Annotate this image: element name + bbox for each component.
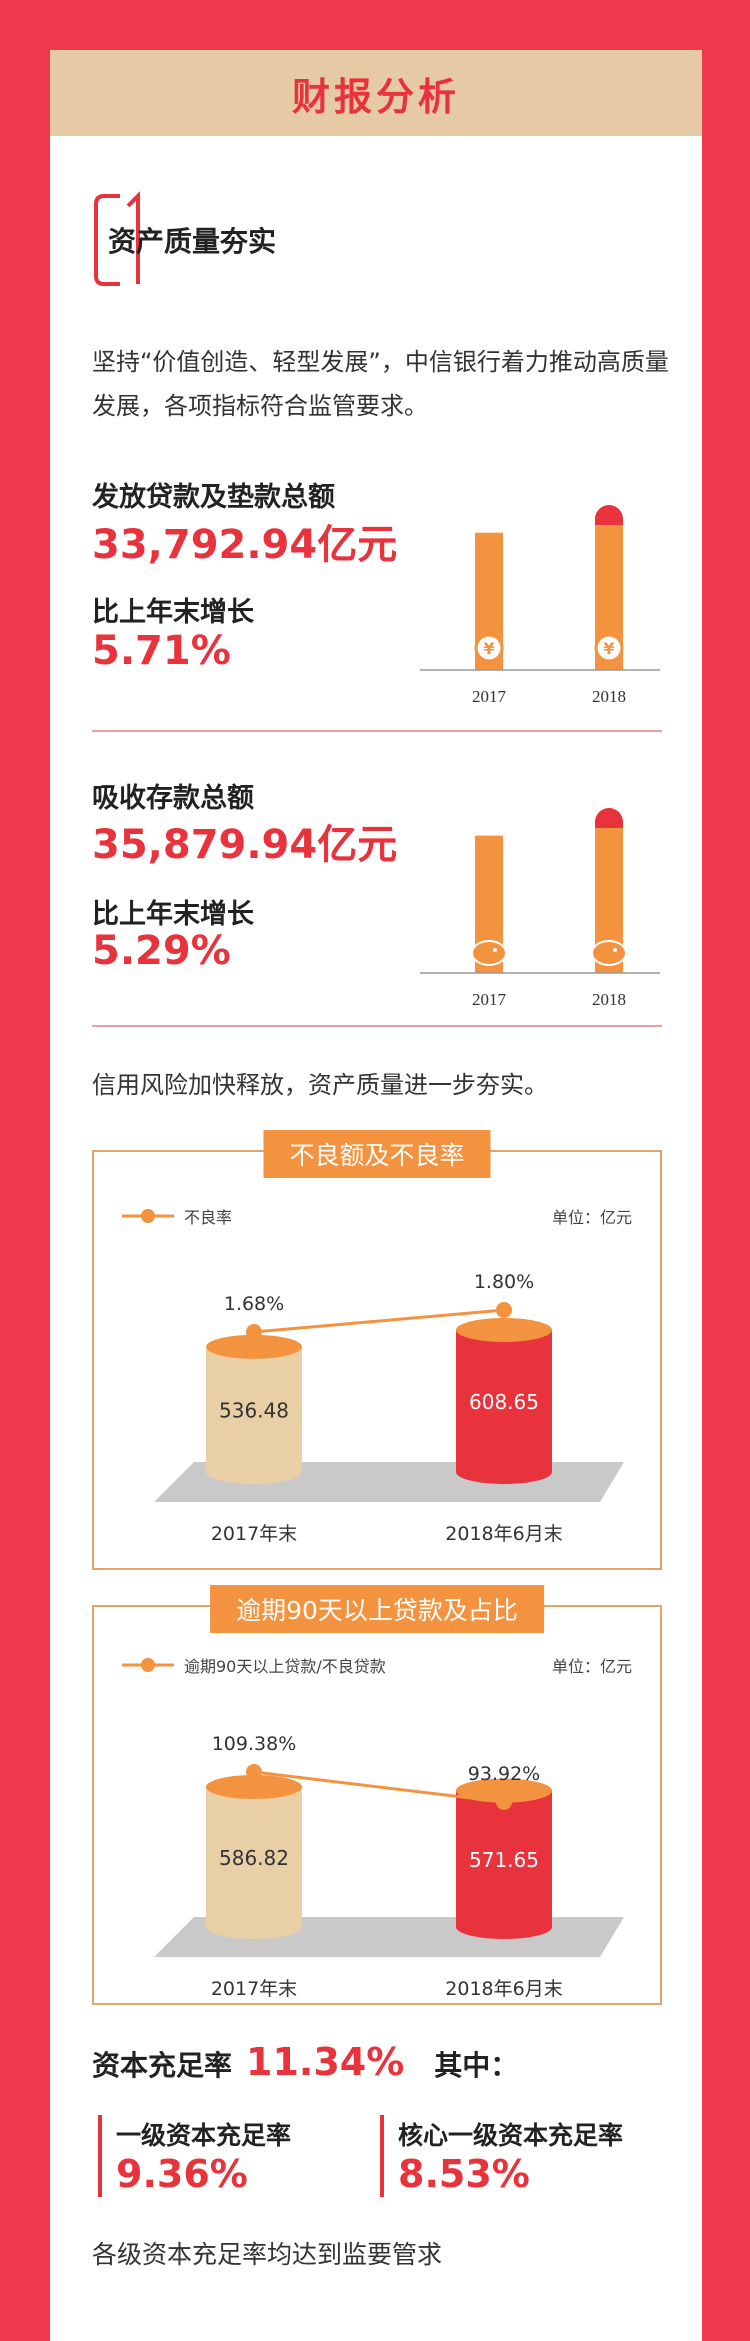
tier1-value: 9.36% — [116, 2152, 248, 2196]
yen-coin-icon — [474, 633, 504, 663]
tick-label: 2018 — [592, 687, 626, 705]
capital-note: 各级资本充足率均达到监要管求 — [92, 2240, 443, 2269]
capital-value: 11.34% — [246, 2040, 405, 2084]
cylinder-top — [456, 1778, 552, 1803]
cylinder-bottom — [206, 1460, 302, 1484]
tick-label: 2018年6月末 — [445, 1978, 562, 2000]
tier1-bar — [98, 2115, 102, 2197]
loans-value: 33,792.94亿元 — [92, 522, 398, 568]
core-value: 8.53% — [398, 2152, 530, 2196]
cylinder-bottom — [456, 1915, 552, 1939]
section-title: 资产质量夯实 — [108, 225, 277, 258]
piggy-bank-icon — [471, 940, 507, 966]
rate-point — [246, 1764, 262, 1780]
overdue-unit: 单位：亿元 — [551, 1657, 632, 1676]
rate-point — [246, 1324, 262, 1340]
overdue-legend-label: 逾期90天以上贷款/不良贷款 — [184, 1657, 386, 1676]
tick-label: 2017年末 — [211, 1978, 297, 2000]
overdue-panel-tag: 逾期90天以上贷款及占比 — [210, 1585, 544, 1633]
yen-coin-icon — [594, 633, 624, 663]
bar-cap — [595, 505, 623, 525]
divider — [92, 1025, 662, 1027]
loans-growth-value: 5.71% — [92, 628, 231, 674]
deposits-value: 35,879.94亿元 — [92, 822, 398, 868]
loans-growth-label: 比上年末增长 — [92, 597, 254, 628]
yen-coin-icon: ¥ — [603, 639, 614, 658]
overdue-chart: 586.82 2017年末 571.65 2018年6月末 109.38% 93.92% — [154, 1733, 624, 2000]
tick-label: 2017 — [472, 687, 507, 705]
deposits-label: 吸收存款总额 — [92, 783, 254, 814]
legend-line-icon — [122, 1658, 174, 1672]
tick-label: 2017 — [472, 990, 507, 1008]
cylinder-body — [206, 1787, 302, 1927]
piggy-bank-icon — [493, 948, 497, 952]
core-bar — [380, 2115, 384, 2197]
yen-coin-icon: ¥ — [483, 639, 494, 658]
report-card: 财报分析 资产质量夯实 坚持“价值创造、轻型发展”，中信银行着力推动高质量发展，… — [50, 50, 702, 2341]
divider — [92, 730, 662, 732]
npl-panel: 不良额及不良率 不良率 单位：亿元 536.48 2017年末 608.65 2018… — [92, 1130, 662, 1570]
intro-paragraph: 坚持“价值创造、轻型发展”，中信银行着力推动高质量发展，各项指标符合监管要求。 — [92, 348, 669, 420]
loans-mini-chart: ¥2017 ¥2018 — [420, 505, 660, 705]
title-bar: 财报分析 — [50, 50, 702, 136]
cylinder-body — [206, 1346, 302, 1472]
capital-row: 资本充足率 11.34% 其中： — [92, 2040, 518, 2084]
cylinder-bottom — [206, 1915, 302, 1939]
npl-chart: 536.48 2017年末 608.65 2018年6月末 1.68% 1.80% — [154, 1271, 624, 1545]
npl-panel-tag: 不良额及不良率 — [263, 1130, 491, 1178]
deposits-growth-label: 比上年末增长 — [92, 899, 254, 930]
rate-label: 1.68% — [224, 1293, 284, 1315]
cylinder-body — [456, 1790, 552, 1927]
data-label: 608.65 — [469, 1390, 539, 1414]
capital-of-which: 其中： — [434, 2049, 519, 2082]
capital-title: 资本充足率 — [92, 2049, 233, 2082]
rate-label: 1.80% — [474, 1271, 534, 1293]
data-label: 586.82 — [219, 1846, 289, 1870]
data-label: 536.48 — [219, 1398, 289, 1422]
page-title: 财报分析 — [291, 74, 460, 119]
tick-label: 2018 — [592, 990, 626, 1008]
bar-cap — [595, 808, 623, 828]
rate-point — [496, 1302, 512, 1318]
overdue-panel: 逾期90天以上贷款及占比 逾期90天以上贷款/不良贷款 单位：亿元 586.82… — [92, 1585, 662, 2005]
cylinder-body — [456, 1330, 552, 1472]
rate-line — [253, 1308, 505, 1334]
data-label: 571.65 — [469, 1848, 539, 1872]
loans-label: 发放贷款及垫款总额 — [92, 482, 335, 513]
deposits-growth-value: 5.29% — [92, 928, 231, 974]
cylinder-top — [206, 1334, 302, 1359]
deposits-mini-chart: 2017 2018 — [420, 808, 660, 1008]
npl-legend-label: 不良率 — [184, 1208, 233, 1227]
section-number-graphic — [94, 191, 140, 286]
rate-line — [253, 1770, 505, 1804]
overdue-legend: 逾期90天以上贷款/不良贷款 — [122, 1653, 386, 1677]
cylinder-top — [206, 1775, 302, 1799]
legend-line-icon — [122, 1209, 174, 1223]
tick-label: 2018年6月末 — [445, 1523, 562, 1545]
tier1-label: 一级资本充足率 — [116, 2121, 292, 2150]
cylinder-bottom — [456, 1460, 552, 1484]
npl-unit: 单位：亿元 — [551, 1208, 632, 1227]
tick-label: 2017年末 — [211, 1523, 297, 1545]
cylinder-top — [456, 1318, 552, 1342]
piggy-bank-icon — [613, 948, 617, 952]
piggy-bank-icon — [591, 940, 627, 966]
core-label: 核心一级资本充足率 — [398, 2121, 624, 2150]
rate-label: 109.38% — [212, 1733, 297, 1755]
rate-point — [496, 1794, 512, 1810]
rate-label: 93.92% — [468, 1763, 540, 1785]
npl-legend: 不良率 — [122, 1204, 232, 1228]
risk-paragraph: 信用风险加快释放，资产质量进一步夯实。 — [92, 1071, 548, 1099]
